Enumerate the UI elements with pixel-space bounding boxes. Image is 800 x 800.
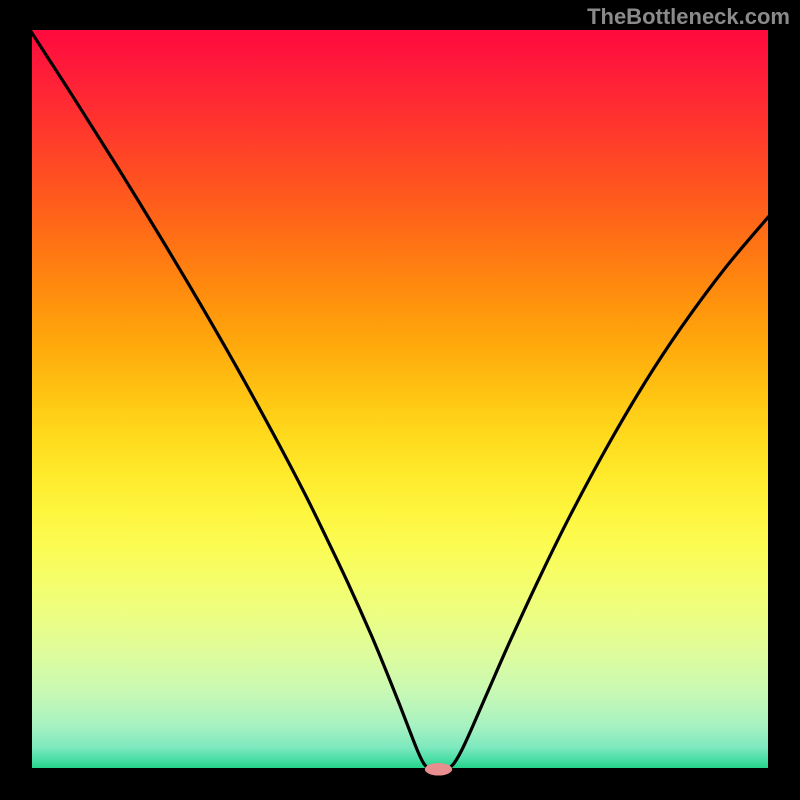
plot-background	[30, 30, 770, 770]
chart-container: TheBottleneck.com	[0, 0, 800, 800]
watermark-text: TheBottleneck.com	[587, 4, 790, 30]
bottleneck-chart	[0, 0, 800, 800]
optimal-marker	[425, 763, 452, 776]
